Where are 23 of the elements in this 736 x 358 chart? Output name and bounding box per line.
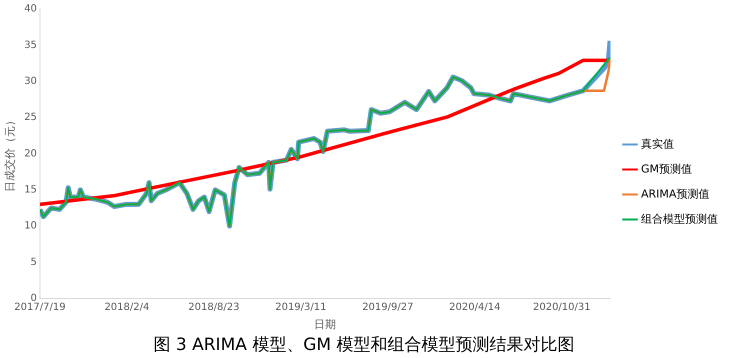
x-tick-label: 2020/4/14 (449, 302, 500, 313)
legend-label: 真实值 (641, 137, 674, 150)
x-axis-title: 日期 (314, 318, 336, 331)
y-tick-label: 40 (24, 4, 37, 15)
x-tick-label: 2019/3/11 (275, 302, 326, 313)
y-tick-label: 5 (30, 256, 37, 268)
y-tick-label: 20 (24, 148, 37, 160)
legend-label: GM预测值 (641, 162, 692, 176)
y-tick-label: 25 (24, 112, 37, 124)
x-tick-label: 2017/7/19 (14, 302, 66, 313)
y-tick-label: 0 (30, 292, 37, 304)
y-tick-label: 30 (24, 76, 37, 87)
legend-label: ARIMA预测值 (641, 187, 710, 200)
x-tick-label: 2018/8/23 (188, 302, 240, 313)
legend-label: 组合模型预测值 (641, 212, 718, 226)
y-axis-title: 日成交价（元） (3, 115, 16, 192)
y-tick-label: 10 (24, 220, 37, 232)
y-tick-label: 35 (24, 40, 37, 51)
x-tick-label: 2019/9/27 (362, 302, 414, 313)
y-tick-label: 15 (24, 184, 37, 196)
x-tick-label: 2020/10/31 (532, 302, 591, 313)
x-tick-label: 2018/2/4 (104, 302, 150, 313)
text: 图 3 ARIMA 模型、GM 模型和组合模型预测结果对比图 (153, 335, 575, 356)
